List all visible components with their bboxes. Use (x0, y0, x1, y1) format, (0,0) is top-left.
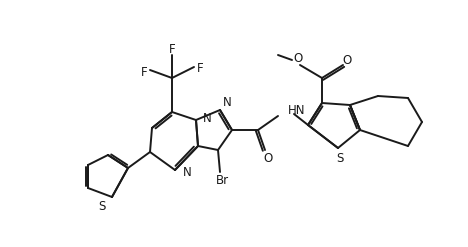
Text: O: O (293, 52, 303, 64)
Text: F: F (168, 43, 176, 57)
Text: O: O (343, 54, 351, 66)
Text: F: F (141, 65, 147, 79)
Text: HN: HN (288, 104, 306, 118)
Text: N: N (183, 165, 192, 179)
Text: N: N (203, 111, 212, 124)
Text: S: S (98, 200, 106, 212)
Text: F: F (197, 62, 203, 76)
Text: Br: Br (215, 174, 228, 187)
Text: N: N (223, 97, 232, 109)
Text: S: S (336, 151, 344, 165)
Text: O: O (263, 152, 273, 165)
